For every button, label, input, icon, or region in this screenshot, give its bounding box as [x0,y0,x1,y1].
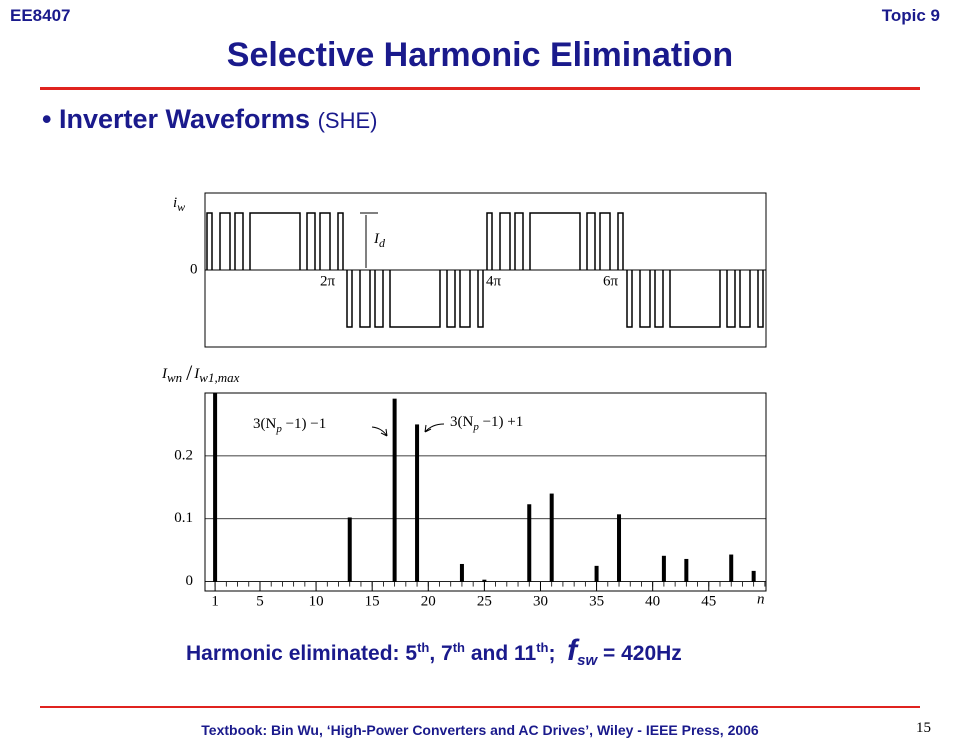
yl: / [186,360,193,385]
bullet: • Inverter Waveforms (SHE) [42,104,378,134]
bar [729,554,734,582]
mark: 4π [486,273,502,289]
waveform [206,212,764,328]
cap: = 420Hz [597,642,682,665]
cap: Harmonic eliminated: 5 [186,642,418,665]
divider [40,87,920,90]
cap: f [567,634,578,667]
page-number: 15 [916,720,931,736]
annotation-arrow [371,426,388,437]
bar [459,563,464,582]
bar [482,579,487,582]
footer: Textbook: Bin Wu, ‘High-Power Converters… [201,722,759,738]
divider [40,706,920,708]
bar [527,504,532,582]
ann: −1) −1 [282,416,326,432]
course: EE8407 [10,6,71,25]
current-sub: d [379,236,386,250]
label: i [173,195,177,211]
bar [684,558,689,582]
current: I [373,231,380,247]
bar [594,565,599,582]
ann: p [275,423,282,435]
y-axis-label: Iwn / Iw1,max [161,360,240,385]
y-tick-label: 0 [186,573,194,589]
bar [392,398,397,582]
waveform-label: iw [173,195,185,213]
id-label: Id [373,231,386,249]
x-axis-label: n [757,591,765,607]
ann: 3(N [450,414,473,430]
cap: th [417,640,430,655]
cap: th [536,640,549,655]
caption: Harmonic eliminated: 5th, 7th and 11th; … [186,634,682,669]
bar [415,424,420,582]
plot-frame [204,392,767,592]
mark: 6π [603,273,619,289]
mark: 2π [320,273,336,289]
annotation: 3(Np −1) +1 [450,414,523,432]
cap: th [452,640,465,655]
bar [213,393,218,582]
x-tick-label: 40 [645,593,660,609]
topic: Topic 9 [881,6,940,25]
ann: p [472,421,479,433]
y-tick-label: 0.2 [174,447,193,463]
x-tick-label: 5 [256,593,264,609]
x-tick-label: 25 [477,593,492,609]
x-tick-label: 30 [533,593,548,609]
ann: 3(N [253,416,276,432]
plot: 00.10.21 5 10 15 20 25 30 35 40 45 [174,393,766,609]
bar [751,570,756,582]
label-sub: w [177,200,185,214]
yl: I [193,366,200,382]
x-tick-label: 15 [365,593,380,609]
yl: wn [167,370,182,385]
zero-label: 0 [190,261,198,277]
y-tick-label: 0.1 [174,510,193,526]
x-tick-label: 20 [421,593,436,609]
yl: w1,max [199,370,239,385]
bullet-text: Inverter Waveforms [58,104,311,134]
cap: ; [548,642,568,665]
ann: −1) +1 [479,414,523,430]
x-tick-label: 10 [309,593,324,609]
cap: and 11 [464,642,537,665]
bar [617,514,622,582]
bar [661,555,666,582]
x-tick-label: 35 [589,593,604,609]
x-tick-label: 1 [211,593,219,609]
x-tick-label: 45 [701,593,716,609]
bar [549,493,554,582]
annotation-arrow [424,423,445,433]
yl: I [161,366,168,382]
bullet-note: (SHE) [317,108,378,133]
bar [347,517,352,582]
annotation: 3(Np −1) −1 [253,416,326,434]
cap: , 7 [429,642,453,665]
cap: sw [577,652,598,670]
slide-title: Selective Harmonic Elimination [226,36,734,74]
